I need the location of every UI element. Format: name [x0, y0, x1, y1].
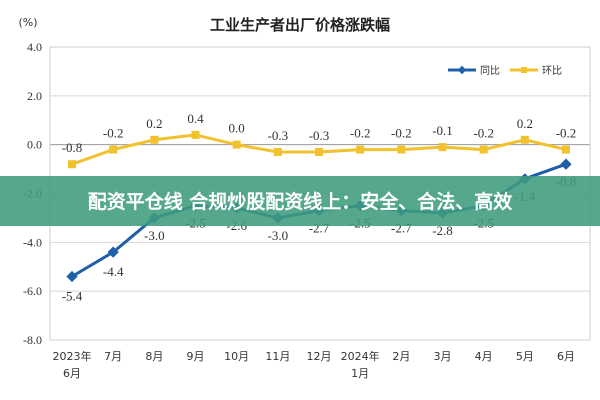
- x-tick-label: 6月: [557, 350, 575, 363]
- data-point: [68, 160, 76, 169]
- data-point: [191, 130, 200, 139]
- y-tick-label: -4.0: [23, 235, 42, 249]
- x-tick-label: 5月: [516, 350, 534, 363]
- data-point: [356, 145, 365, 154]
- data-label: -0.8: [62, 140, 83, 155]
- data-point: [560, 158, 572, 170]
- y-tick-label: 0.0: [27, 138, 42, 152]
- data-label: -0.1: [432, 123, 453, 138]
- data-label: -0.2: [103, 126, 124, 141]
- data-point: [232, 140, 241, 149]
- x-tick-label: 11月: [265, 350, 290, 363]
- x-tick-label: 12月: [307, 350, 332, 363]
- legend: 同比 环比: [448, 65, 562, 77]
- legend-marker: [521, 67, 527, 73]
- y-tick-label: 2.0: [27, 89, 42, 103]
- banner-text: 配资平仓线 合规炒股配资线上：安全、合法、高效: [88, 190, 513, 213]
- data-point: [273, 147, 282, 156]
- x-tick-label: 2月: [392, 350, 410, 363]
- y-tick-label: 4.0: [27, 40, 42, 54]
- data-point: [315, 147, 323, 156]
- data-label: 0.2: [517, 116, 533, 131]
- data-point: [520, 135, 529, 144]
- x-tick-label: 7月: [104, 350, 122, 363]
- data-label: -3.0: [144, 228, 165, 243]
- data-label: -0.3: [309, 128, 330, 143]
- data-label: 0.4: [187, 111, 204, 126]
- data-label: 0.0: [229, 121, 245, 136]
- data-label: 0.2: [146, 116, 162, 131]
- data-label: -2.8: [432, 223, 453, 238]
- y-tick-label: -6.0: [23, 284, 42, 298]
- x-tick-label: 10月: [224, 350, 249, 363]
- legend-label: 同比: [480, 65, 500, 77]
- legend-label: 环比: [542, 65, 562, 77]
- banner: 配资平仓线 合规炒股配资线上：安全、合法、高效: [0, 176, 600, 226]
- x-tick-label: 3月: [434, 350, 452, 363]
- y-tick-label: -8.0: [23, 333, 42, 347]
- data-label: -0.2: [556, 126, 577, 141]
- data-label: -0.2: [473, 126, 494, 141]
- data-label: -3.0: [268, 228, 289, 243]
- banner-background: [0, 176, 600, 226]
- x-axis-ticks: 2023年 6月 7月 8月 9月 10月 11月 12月 2024年 1月 2月 3月 4月 5月 6月: [53, 349, 576, 380]
- data-label: -5.4: [62, 289, 83, 304]
- data-point: [438, 143, 447, 152]
- x-tick-label: 4月: [475, 350, 493, 363]
- data-point: [109, 145, 118, 154]
- data-point: [562, 145, 570, 154]
- chart-title: 工业生产者出厂价格涨跌幅: [210, 16, 390, 34]
- data-label: -0.2: [391, 126, 412, 141]
- x-tick-label: 8月: [145, 350, 163, 363]
- y-axis-unit: (%): [18, 16, 37, 29]
- legend-marker: [457, 65, 467, 75]
- x-tick-label: 9月: [187, 350, 205, 363]
- data-label: -0.2: [350, 126, 371, 141]
- x-tick-label: 2024年 1月: [341, 349, 380, 380]
- data-label: -0.3: [268, 128, 289, 143]
- data-point: [150, 135, 159, 144]
- x-tick-label: 2023年 6月: [53, 349, 92, 380]
- data-label: -4.4: [103, 264, 124, 279]
- data-point: [479, 145, 488, 154]
- data-point: [397, 145, 406, 154]
